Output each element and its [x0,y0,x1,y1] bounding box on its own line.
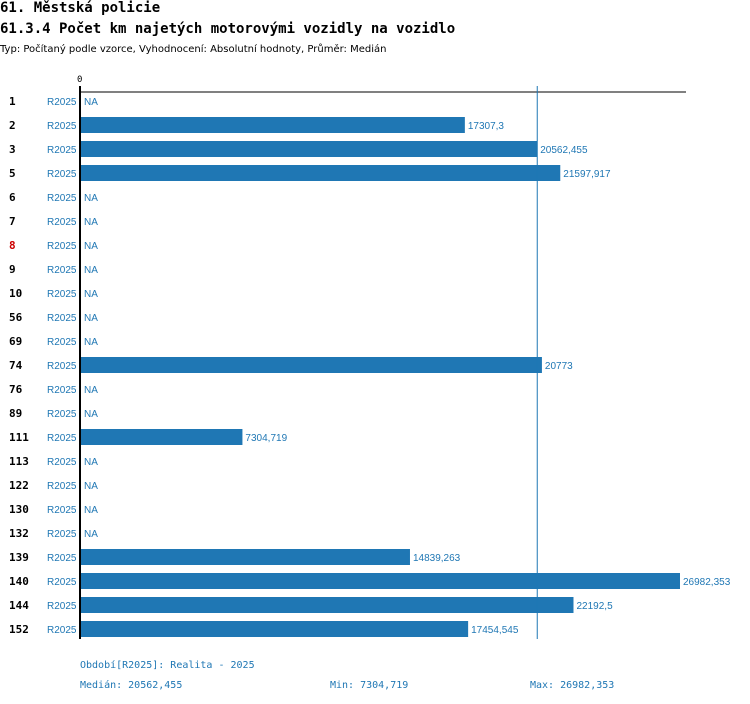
row-period-label: R2025 [47,121,77,132]
value-label: NA [84,289,98,300]
value-label: NA [84,97,98,108]
median-stat: Medián: 20562,455 [80,680,183,691]
bar [80,117,465,133]
row-id-label: 89 [9,407,22,420]
row-period-label: R2025 [47,169,77,180]
row-period-label: R2025 [47,337,77,348]
value-label: 20562,455 [540,145,588,156]
row-period-label: R2025 [47,241,77,252]
chart-subtitle: Typ: Počítaný podle vzorce, Vyhodnocení:… [0,44,387,55]
value-label: NA [84,337,98,348]
value-label: NA [84,481,98,492]
row-id-label: 10 [9,287,22,300]
value-label: 21597,917 [563,169,611,180]
row-id-label: 144 [9,599,29,612]
row-id-label: 2 [9,119,16,132]
value-label: NA [84,385,98,396]
bar [80,429,243,445]
row-period-label: R2025 [47,457,77,468]
row-period-label: R2025 [47,625,77,636]
bar [80,621,469,637]
value-label: NA [84,409,98,420]
row-id-label: 6 [9,191,16,204]
value-label: NA [84,241,98,252]
row-id-label: 152 [9,623,29,636]
row-period-label: R2025 [47,577,77,588]
value-label: 17307,3 [468,121,505,132]
period-note: Období[R2025]: Realita - 2025 [80,660,255,671]
row-id-label: 56 [9,311,23,324]
axis-origin-label: 0 [77,75,83,85]
row-period-label: R2025 [47,409,77,420]
row-period-label: R2025 [47,145,77,156]
row-period-label: R2025 [47,265,77,276]
row-period-label: R2025 [47,313,77,324]
row-period-label: R2025 [47,289,77,300]
bar [80,141,538,157]
value-label: 14839,263 [413,553,461,564]
bar [80,573,680,589]
value-label: 20773 [545,361,573,372]
value-label: NA [84,529,98,540]
row-id-label: 69 [9,335,22,348]
row-period-label: R2025 [47,529,77,540]
row-id-label: 113 [9,455,29,468]
value-label: NA [84,505,98,516]
row-id-label: 9 [9,263,16,276]
row-id-label: 140 [9,575,29,588]
value-label: 26982,353 [683,577,731,588]
value-label: 22192,5 [576,601,613,612]
row-period-label: R2025 [47,433,77,444]
bar [80,549,410,565]
bar [80,357,542,373]
row-period-label: R2025 [47,97,77,108]
row-period-label: R2025 [47,217,77,228]
bar [80,165,561,181]
row-id-label: 5 [9,167,16,180]
row-period-label: R2025 [47,361,77,372]
row-id-label: 8 [9,239,16,252]
row-id-label: 3 [9,143,16,156]
row-period-label: R2025 [47,481,77,492]
section-title: 61. Městská policie [0,0,161,16]
row-id-label: 111 [9,431,29,444]
row-id-label: 74 [9,359,23,372]
row-period-label: R2025 [47,385,77,396]
row-period-label: R2025 [47,505,77,516]
value-label: NA [84,217,98,228]
row-id-label: 139 [9,551,29,564]
row-id-label: 122 [9,479,29,492]
row-id-label: 132 [9,527,29,540]
row-id-label: 76 [9,383,23,396]
value-label: NA [84,313,98,324]
value-label: NA [84,193,98,204]
row-period-label: R2025 [47,193,77,204]
max-stat: Max: 26982,353 [530,680,615,691]
bar [80,597,574,613]
row-id-label: 130 [9,503,29,516]
value-label: NA [84,265,98,276]
min-stat: Min: 7304,719 [330,680,409,691]
row-id-label: 1 [9,95,16,108]
row-id-label: 7 [9,215,16,228]
row-period-label: R2025 [47,553,77,564]
row-period-label: R2025 [47,601,77,612]
value-label: 17454,545 [471,625,519,636]
value-label: 7304,719 [245,433,287,444]
value-label: NA [84,457,98,468]
chart-title: 61.3.4 Počet km najetých motorovými vozi… [0,21,456,37]
